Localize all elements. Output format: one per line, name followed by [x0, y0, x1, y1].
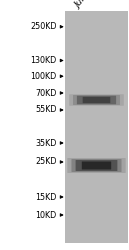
Text: 35KD: 35KD [35, 138, 57, 147]
Text: 25KD: 25KD [35, 158, 57, 166]
FancyBboxPatch shape [69, 94, 124, 106]
FancyBboxPatch shape [73, 95, 120, 105]
Text: 10KD: 10KD [35, 210, 57, 220]
FancyBboxPatch shape [71, 159, 122, 172]
Text: 55KD: 55KD [35, 106, 57, 114]
Bar [65, 11, 128, 242]
Text: 250KD: 250KD [30, 22, 57, 31]
Text: 15KD: 15KD [35, 192, 57, 202]
Text: 100KD: 100KD [31, 72, 57, 81]
FancyBboxPatch shape [76, 160, 117, 171]
FancyBboxPatch shape [77, 96, 116, 104]
Text: Jurkat: Jurkat [74, 0, 98, 10]
Text: 70KD: 70KD [35, 88, 57, 98]
Text: 130KD: 130KD [31, 56, 57, 65]
FancyBboxPatch shape [82, 162, 111, 170]
FancyBboxPatch shape [67, 158, 126, 173]
FancyBboxPatch shape [83, 97, 110, 103]
